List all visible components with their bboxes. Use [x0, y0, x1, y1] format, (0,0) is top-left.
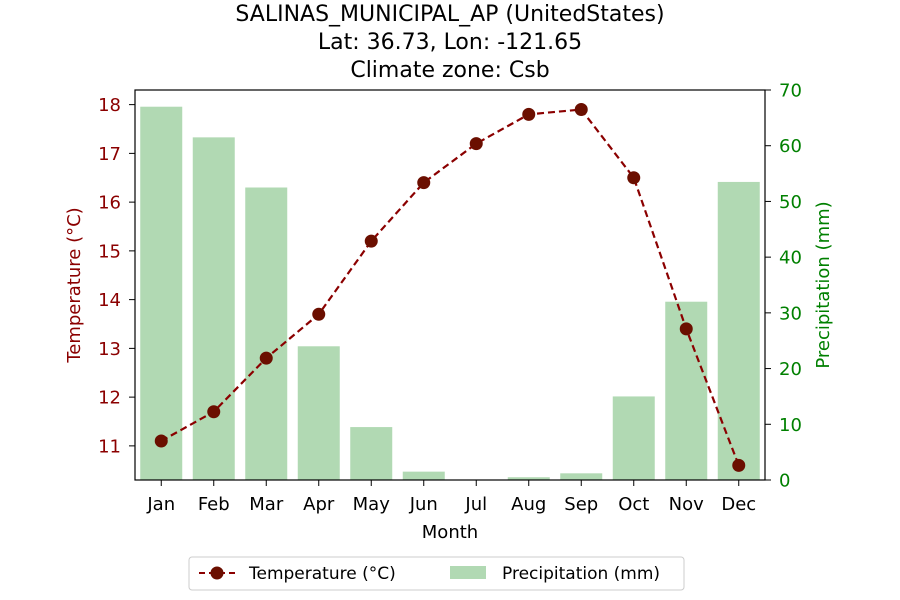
precipitation-bar-dec [717, 181, 760, 480]
legend-precipitation-swatch-icon [450, 566, 486, 579]
y-left-tick-label-16: 16 [98, 193, 121, 214]
temperature-point-aug [522, 107, 536, 121]
precipitation-bar-mar [245, 187, 288, 480]
x-tick-label-feb: Feb [198, 494, 230, 515]
legend-temperature-marker-icon [210, 566, 224, 580]
precipitation-bar-jun [402, 471, 445, 480]
legend-temperature-label: Temperature (°C) [248, 564, 396, 584]
x-tick-label-aug: Aug [511, 494, 546, 515]
x-tick-label-nov: Nov [669, 494, 704, 515]
temperature-point-feb [207, 405, 221, 419]
temperature-point-jan [154, 434, 168, 448]
x-tick-label-may: May [353, 494, 391, 515]
temperature-point-nov [679, 322, 693, 336]
y-axis-left-title: Temperature (°C) [64, 207, 85, 363]
precipitation-bar-may [350, 427, 393, 480]
x-axis-title: Month [422, 522, 478, 543]
temperature-point-sep [574, 103, 588, 116]
temperature-line-layer [154, 103, 746, 472]
x-tick-label-sep: Sep [564, 494, 598, 515]
y-right-tick-label-60: 60 [779, 136, 802, 157]
precipitation-bars [140, 106, 760, 480]
y-right-tick-label-50: 50 [779, 192, 802, 213]
x-tick-label-jan: Jan [146, 494, 175, 515]
temperature-point-jul [469, 137, 483, 151]
y-left-tick-label-13: 13 [98, 339, 121, 360]
x-tick-label-jul: Jul [464, 494, 487, 515]
temperature-point-may [364, 234, 378, 248]
legend-frame [188, 556, 685, 591]
x-tick-label-dec: Dec [721, 494, 756, 515]
y-right-tick-label-40: 40 [779, 248, 802, 269]
y-axis-right: 0 10 20 30 40 50 60 70 [765, 81, 802, 492]
precipitation-bar-feb [192, 137, 235, 480]
temperature-point-dec [732, 458, 746, 472]
y-left-tick-label-18: 18 [98, 95, 121, 116]
title-line-station: SALINAS_MUNICIPAL_AP (UnitedStates) [235, 2, 664, 27]
x-tick-label-oct: Oct [618, 494, 649, 515]
legend: Temperature (°C) Precipitation (mm) [188, 556, 685, 591]
temperature-point-jun [417, 176, 431, 190]
x-tick-label-apr: Apr [303, 494, 335, 515]
y-right-tick-label-30: 30 [779, 303, 802, 324]
y-left-tick-label-12: 12 [98, 388, 121, 409]
plot-area-frame [134, 89, 766, 481]
precipitation-bar-sep [560, 473, 603, 480]
temperature-line [160, 108, 740, 466]
y-right-tick-label-70: 70 [779, 81, 802, 102]
precipitation-bar-apr [297, 346, 340, 480]
temperature-point-apr [312, 307, 326, 321]
precipitation-bar-aug [507, 477, 550, 480]
title-line-coordinates: Lat: 36.73, Lon: -121.65 [318, 30, 582, 55]
y-right-tick-label-10: 10 [779, 415, 802, 436]
y-left-tick-label-14: 14 [98, 290, 121, 311]
y-left-tick-label-15: 15 [98, 241, 121, 262]
precipitation-bar-oct [612, 396, 655, 480]
temperature-point-oct [627, 171, 641, 185]
legend-precipitation-label: Precipitation (mm) [502, 564, 660, 584]
x-tick-label-mar: Mar [249, 494, 284, 515]
y-axis-left: 11 12 13 14 15 16 17 18 [98, 95, 135, 457]
y-left-tick-label-17: 17 [98, 144, 121, 165]
temperature-point-mar [259, 351, 273, 365]
x-tick-label-jun: Jun [409, 494, 438, 515]
y-right-tick-label-20: 20 [779, 359, 802, 380]
precipitation-bar-jan [140, 106, 183, 480]
chart-title: SALINAS_MUNICIPAL_AP (UnitedStates) Lat:… [235, 2, 664, 83]
y-right-tick-label-0: 0 [779, 471, 790, 492]
y-left-tick-label-11: 11 [98, 436, 121, 457]
y-axis-right-title: Precipitation (mm) [813, 201, 834, 368]
title-line-climate-zone: Climate zone: Csb [350, 58, 549, 83]
x-axis: Jan Feb Mar Apr May Jun Jul Aug Sep Oct Nov Dec [146, 480, 756, 515]
